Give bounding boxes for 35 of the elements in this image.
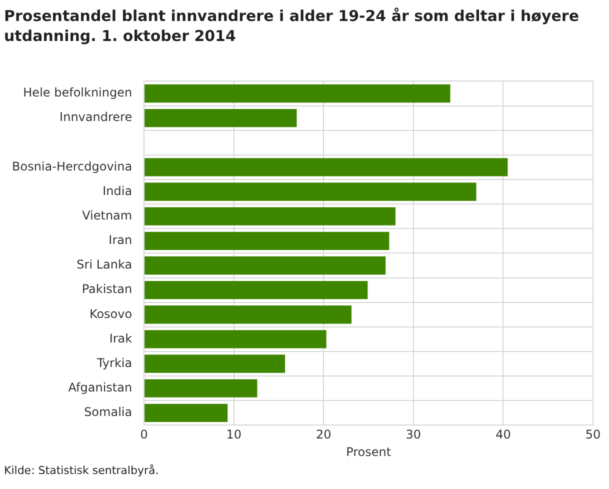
- bar: [144, 404, 228, 422]
- bar: [144, 182, 476, 201]
- y-tick-label: Innvandrere: [60, 110, 132, 124]
- x-tick-label: 30: [406, 428, 422, 442]
- x-tick-label: 50: [585, 428, 601, 442]
- bar: [144, 354, 286, 373]
- y-tick-label: Somalia: [84, 405, 132, 420]
- x-tick-label: 10: [226, 428, 242, 442]
- bar: [144, 280, 368, 300]
- y-tick-label: Tyrkia: [96, 356, 132, 370]
- y-tick-label: Afganistan: [68, 380, 132, 394]
- bar: [144, 379, 258, 398]
- x-tick-label: 40: [496, 428, 511, 442]
- y-tick-label: Iran: [108, 233, 132, 248]
- bar: [144, 330, 326, 348]
- y-tick-label: Hele befolkningen: [23, 86, 132, 100]
- x-tick-label: 0: [140, 428, 148, 442]
- bar: [144, 108, 297, 128]
- bar: [144, 256, 386, 275]
- x-tick-label: 20: [316, 428, 332, 442]
- y-tick-label: India: [102, 184, 132, 198]
- bar: [144, 84, 450, 103]
- y-tick-label: Vietnam: [82, 208, 132, 222]
- y-tick-label: Sri Lanka: [76, 258, 132, 272]
- y-tick-label: Irak: [109, 331, 132, 346]
- y-tick-label: Bosnia-Hercdgovina: [12, 159, 132, 174]
- chart-title: Prosentandel blant innvandrere i alder 19-24 år som deltar i høyere utdanning. 1. oktober 2014: [3, 6, 580, 46]
- y-tick-label: Kosovo: [89, 306, 132, 321]
- text: Kilde: Statistisk sentralbyrå.: [3, 463, 160, 479]
- bar: [144, 158, 508, 176]
- bar: [144, 232, 390, 250]
- bar: [144, 207, 396, 226]
- x-axis-title: Prosent: [346, 444, 392, 459]
- bar: [144, 306, 352, 324]
- y-tick-label: Pakistan: [82, 282, 132, 296]
